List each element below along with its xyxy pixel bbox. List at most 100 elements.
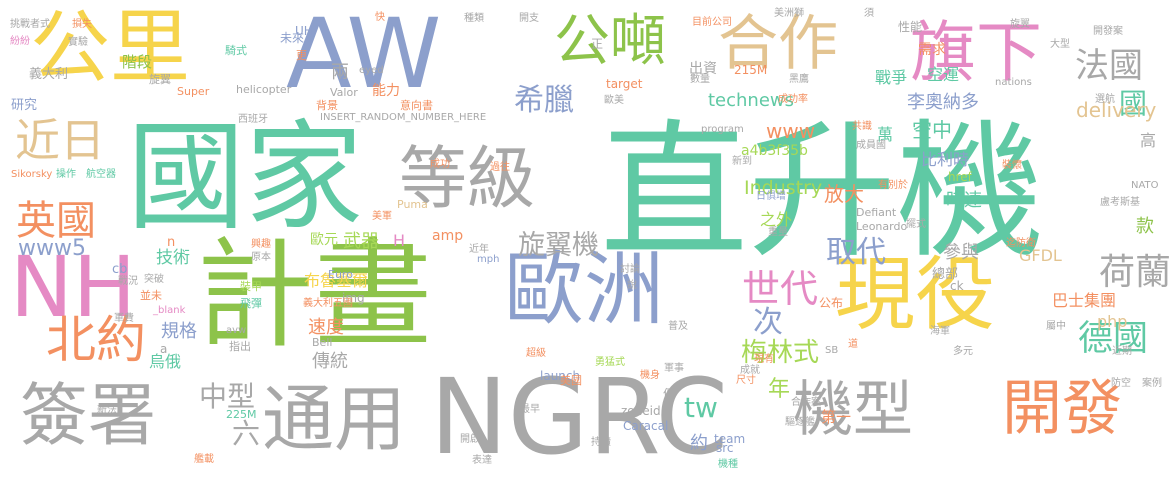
word-w120: 損失 [72, 19, 92, 30]
word-w46: 時速 [946, 190, 982, 211]
word-w149: 新法 [97, 405, 117, 416]
word-w106: SB [825, 345, 839, 356]
word-w76: 高 [1140, 131, 1157, 150]
word-w128: 成功率 [778, 94, 808, 105]
word-w135: 擺式 [906, 219, 926, 230]
word-w142: 飛彈 [240, 297, 262, 310]
word-w168: 過往 [490, 162, 510, 173]
word-w147: 軍費 [114, 313, 134, 324]
word-w85: ck [950, 279, 964, 293]
word-w123: 目前公司 [692, 17, 732, 28]
word-w18: 北約 [46, 311, 146, 369]
word-w185: 美軍 [372, 211, 392, 222]
word-w13: 合作 [718, 9, 838, 79]
word-w130: 歐美 [604, 95, 624, 106]
word-w144: 並未 [140, 289, 162, 302]
word-w140: 迄防衛 [1006, 238, 1036, 249]
word-w36: delivery [1076, 98, 1157, 122]
word-w96: Sikorsky [11, 169, 53, 180]
word-w92: Bell [312, 336, 333, 349]
word-w68: 階段 [122, 53, 153, 71]
word-w53: 傳統 [312, 351, 348, 372]
word-w174: 超級 [526, 348, 546, 359]
word-w111: 背景 [316, 99, 338, 112]
word-w3: 計畫 [196, 226, 433, 364]
word-w98: program [701, 124, 744, 135]
word-w15: 公噸 [554, 9, 666, 74]
word-w108: avw [226, 325, 247, 336]
word-w19: 英國 [16, 198, 96, 244]
word-w145: 突破 [144, 274, 164, 285]
word-w5: AW [286, 0, 442, 110]
word-w157: 合作案 [791, 397, 821, 408]
word-w67: 研究 [11, 98, 38, 113]
word-w182: 快 [375, 12, 385, 23]
word-w60: 需求 [918, 42, 946, 58]
word-w86: img [342, 291, 365, 305]
word-w156: 驅逐艦 [785, 417, 815, 428]
word-w69: 兩 [331, 62, 349, 83]
word-w59: 出資 [689, 61, 717, 77]
word-w51: 規格 [161, 321, 197, 342]
word-w176: 機身 [640, 370, 660, 381]
word-w75: 款 [1136, 216, 1154, 237]
word-w124: 美洲獅 [774, 8, 804, 19]
word-w165: 討論 [620, 264, 640, 275]
word-w162: 尺寸 [736, 375, 756, 386]
word-w65: 能力 [372, 83, 400, 99]
word-w127: 黑鷹 [789, 74, 809, 85]
word-w8: 歐洲 [504, 243, 664, 336]
word-w119: 挑戰者式 [10, 19, 50, 30]
word-w138: 日俱增 [756, 191, 786, 202]
word-w167: 屬中 [1046, 321, 1066, 332]
word-w78: Super [177, 85, 210, 98]
word-w49: 武器 [343, 231, 379, 252]
word-w103: _blank [153, 305, 186, 316]
word-w160: 近期 [1112, 346, 1132, 357]
word-w63: H [393, 231, 406, 250]
word-w80: Valor [330, 86, 358, 99]
word-w55: 之外 [760, 210, 793, 229]
word-w9: 現役 [835, 248, 995, 341]
word-w173: 勇猛式 [595, 357, 625, 368]
word-w104: eyed [359, 65, 384, 76]
word-w56: a4b3f35b [741, 143, 808, 159]
word-w152: 開啟 [460, 434, 480, 445]
word-w129: 數量 [690, 74, 710, 85]
word-w133: 新到 [732, 156, 752, 167]
word-w163: 成就 [740, 365, 760, 376]
word-w47: 參與 [943, 242, 979, 263]
word-w179: 旋翼 [1010, 19, 1030, 30]
word-w184: 選航 [1095, 94, 1115, 105]
word-w11: 通用 [262, 377, 407, 461]
word-w116: 操作 [56, 169, 76, 180]
word-w17: 開發 [1002, 374, 1122, 444]
word-w31: 次 [753, 305, 783, 340]
word-w4: NGRC [430, 356, 729, 478]
word-w43: 空運 [927, 65, 960, 84]
word-w139: 重量 [768, 227, 788, 238]
word-w137: 盧考斯基 [1100, 197, 1140, 208]
word-w72: 約 [690, 433, 708, 454]
word-w29: 中型 [199, 380, 256, 413]
word-w40: 李奧納多 [907, 92, 979, 113]
word-w154: 機種 [718, 459, 738, 470]
word-w178: 種類 [464, 13, 484, 24]
word-w26: 希臘 [514, 83, 574, 118]
word-w42: 戰爭 [875, 68, 908, 87]
word-w74: 總部 [932, 267, 959, 282]
word-w121: 旋翼 [149, 73, 171, 86]
word-w90: Caracal [623, 419, 669, 433]
word-w91: src [716, 441, 734, 455]
word-w132: 成員國 [856, 140, 886, 151]
word-w41: 空中 [912, 118, 952, 142]
word-w113: 西班牙 [238, 114, 268, 125]
word-w10: 等級 [399, 140, 536, 219]
word-w136: 有別於 [878, 180, 908, 191]
word-w62: 歐元 [310, 232, 338, 248]
word-w125: 開發案 [1093, 26, 1123, 37]
word-w37: www [766, 119, 816, 143]
word-w189: n [167, 235, 176, 250]
word-w155: 持續 [591, 437, 611, 448]
